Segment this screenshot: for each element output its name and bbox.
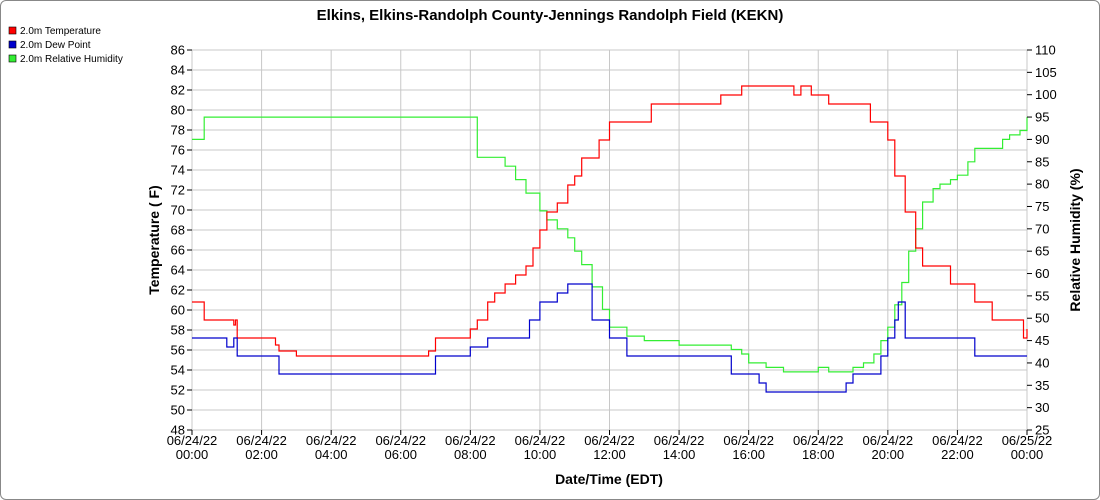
y-right-tick-label: 65	[1035, 244, 1049, 259]
y-left-tick-label: 60	[171, 303, 185, 318]
x-tick-time: 22:00	[941, 447, 974, 462]
y-right-tick-label: 25	[1035, 423, 1049, 438]
x-tick-time: 00:00	[176, 447, 209, 462]
x-tick-date: 06/24/22	[375, 433, 426, 448]
y-right-tick-label: 85	[1035, 154, 1049, 169]
y-left-tick-label: 50	[171, 403, 185, 418]
y-right-tick-label: 110	[1035, 43, 1056, 58]
x-tick-date: 06/24/22	[863, 433, 914, 448]
x-ticks: 06/24/2200:0006/24/2202:0006/24/2204:000…	[167, 430, 1053, 462]
legend-label: 2.0m Temperature	[20, 26, 101, 37]
x-axis-label: Date/Time (EDT)	[555, 471, 663, 487]
y-right-tick-label: 55	[1035, 288, 1049, 303]
x-tick-date: 06/24/22	[584, 433, 635, 448]
x-tick-time: 08:00	[454, 447, 487, 462]
y-right-tick-label: 40	[1035, 355, 1049, 370]
y-left-tick-label: 84	[171, 63, 185, 78]
x-tick-date: 06/24/22	[236, 433, 287, 448]
y-right-tick-label: 30	[1035, 400, 1049, 415]
x-tick-time: 10:00	[524, 447, 557, 462]
y-right-tick-label: 50	[1035, 311, 1049, 326]
y-left-tick-label: 86	[171, 43, 185, 58]
y-right-tick-label: 75	[1035, 199, 1049, 214]
legend-swatch	[8, 40, 17, 49]
x-tick-time: 12:00	[593, 447, 626, 462]
series-line-2-0m-dew-point	[192, 283, 1027, 393]
y-left-tick-label: 80	[171, 103, 185, 118]
x-tick-time: 04:00	[315, 447, 348, 462]
legend-label: 2.0m Dew Point	[20, 40, 91, 51]
y-left-tick-label: 76	[171, 143, 185, 158]
x-tick-date: 06/24/22	[167, 433, 218, 448]
y-right-tick-label: 100	[1035, 87, 1057, 102]
x-tick-time: 02:00	[245, 447, 278, 462]
y-left-tick-label: 72	[171, 183, 185, 198]
legend-swatch	[8, 26, 17, 35]
y-right-tick-label: 90	[1035, 132, 1049, 147]
x-tick-time: 20:00	[872, 447, 905, 462]
x-tick-date: 06/24/22	[445, 433, 496, 448]
y-left-ticks: 48 50 52 54 56 58 60 62 64 66 68 70 72 74 76 78 80 82 84 86	[171, 43, 192, 438]
y-right-tick-label: 60	[1035, 266, 1049, 281]
y-left-tick-label: 48	[171, 423, 185, 438]
y-left-tick-label: 74	[171, 163, 185, 178]
y-left-tick-label: 82	[171, 83, 185, 98]
y-left-tick-label: 70	[171, 203, 185, 218]
series-line-2-0m-relative-humidity	[192, 116, 1028, 373]
chart-title: Elkins, Elkins-Randolph County-Jennings …	[317, 7, 784, 24]
y-right-tick-label: 45	[1035, 333, 1049, 348]
y-left-axis-label: Temperature ( F)	[146, 185, 162, 294]
series-lines	[192, 85, 1028, 393]
y-left-tick-label: 68	[171, 223, 185, 238]
x-tick-time: 06:00	[384, 447, 417, 462]
y-left-tick-label: 62	[171, 283, 185, 298]
x-tick-time: 16:00	[732, 447, 765, 462]
x-tick-date: 06/24/22	[793, 433, 844, 448]
y-right-tick-label: 80	[1035, 177, 1049, 192]
x-tick-date: 06/25/22	[1002, 433, 1053, 448]
y-left-tick-label: 58	[171, 323, 185, 338]
y-left-tick-label: 66	[171, 243, 185, 258]
y-right-tick-label: 105	[1035, 65, 1057, 80]
y-left-tick-label: 52	[171, 383, 185, 398]
x-tick-date: 06/24/22	[654, 433, 705, 448]
y-right-tick-label: 95	[1035, 110, 1049, 125]
x-tick-date: 06/24/22	[723, 433, 774, 448]
y-right-axis-label: Relative Humidity (%)	[1067, 168, 1083, 311]
x-tick-time: 18:00	[802, 447, 835, 462]
x-tick-date: 06/24/22	[515, 433, 566, 448]
legend: 2.0m Temperature 2.0m Dew Point 2.0m Relat…	[8, 26, 123, 65]
x-tick-time: 00:00	[1011, 447, 1044, 462]
y-right-ticks: 25 30 35 40 45 50 55 60 65 70 75 80 85 90 95 100 105 110	[1027, 43, 1057, 438]
series-line-2-0m-temperature	[192, 85, 1028, 357]
x-tick-date: 06/24/22	[306, 433, 357, 448]
y-left-tick-label: 78	[171, 123, 185, 138]
x-tick-time: 14:00	[663, 447, 696, 462]
y-right-tick-label: 35	[1035, 378, 1049, 393]
x-tick-date: 06/24/22	[932, 433, 983, 448]
y-left-tick-label: 54	[171, 363, 185, 378]
y-left-tick-label: 56	[171, 343, 185, 358]
legend-label: 2.0m Relative Humidity	[20, 54, 123, 65]
y-left-tick-label: 64	[171, 263, 185, 278]
y-right-tick-label: 70	[1035, 221, 1049, 236]
legend-swatch	[8, 54, 17, 63]
